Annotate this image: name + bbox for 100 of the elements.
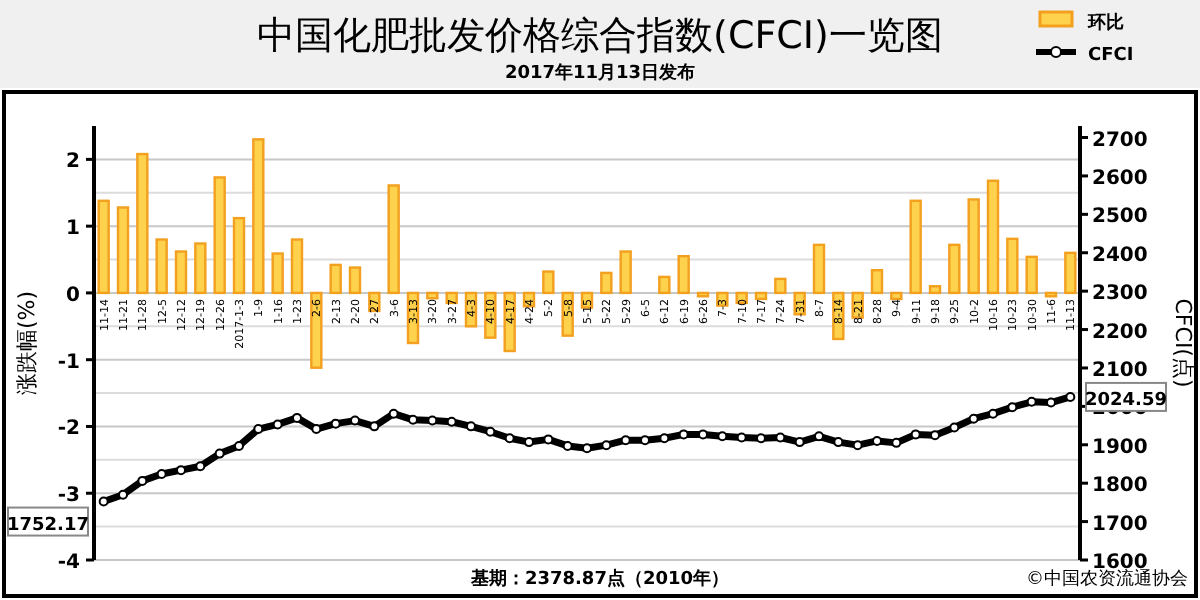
point [852,440,863,451]
y2-tick-label: 1900 [1092,436,1148,459]
y-tick-label: -3 [57,485,81,508]
point [620,435,631,446]
point [1046,397,1056,408]
bar [812,243,826,295]
point [930,430,940,441]
bar [503,291,516,353]
bar [310,291,323,369]
point [659,433,670,444]
bar [232,216,246,295]
y2-tick-label: 2200 [1092,321,1148,344]
bar [329,263,342,295]
y2-tick-label: 2700 [1092,129,1148,152]
y-axis-title: 涨跌幅(%) [14,290,40,396]
bar [1064,251,1077,295]
point [195,461,206,472]
point [794,437,805,448]
point [543,434,554,445]
y2-tick-label: 2100 [1092,359,1148,382]
point [176,465,186,476]
point [988,408,998,419]
point [214,448,225,459]
bar [754,291,768,301]
y-tick-label: 2 [66,151,81,174]
point [156,468,167,479]
point [466,421,476,432]
point [388,408,399,419]
data-label: 1752.17 [7,515,89,536]
bar [658,275,671,295]
bar [174,250,188,295]
point [582,443,592,454]
point [1065,391,1076,402]
bar [948,243,961,295]
bar [426,291,439,300]
point [504,433,515,444]
bar [619,250,632,295]
legend-label: CFCI [1088,46,1134,66]
point [1026,396,1037,407]
bar [213,176,226,295]
y-tick-label: -4 [57,552,81,574]
y-tick-label: -2 [57,418,81,441]
point [118,489,128,500]
point [872,435,882,446]
y2-tick-label: 2500 [1092,206,1148,229]
bar [97,199,110,295]
bar [116,206,130,295]
point [350,415,360,426]
chart-title: 中国化肥批发价格综合指数(CFCI)一览图 [257,14,943,58]
point [292,412,302,423]
point [833,437,844,448]
bar [967,198,980,295]
bar [136,152,149,295]
bar [1006,237,1019,295]
bar [194,242,207,295]
y2-tick-label: 1800 [1092,475,1148,498]
bar [542,270,555,295]
bar [677,255,690,295]
legend-label: 环比 [1086,12,1124,34]
bar [986,179,1000,295]
y2-tick-label: 2600 [1092,167,1148,190]
point [330,418,341,429]
point [137,475,148,486]
point [234,440,244,451]
y-tick-label: -1 [57,351,81,374]
bar [155,238,168,295]
point [427,415,438,426]
point [311,424,322,435]
bar [774,277,787,295]
point [601,440,612,451]
point [253,424,264,435]
point [814,431,824,442]
chart-subtitle: 2017年11月13日发布 [504,62,696,84]
text: ©中国农资流通协会 [1026,568,1188,590]
y2-tick-label: 2300 [1092,283,1148,306]
point [640,435,650,446]
y2-tick-label: 1700 [1092,513,1148,536]
y-tick-label: 1 [66,218,81,241]
point [678,429,689,440]
point [369,421,380,432]
point [891,437,902,448]
point [98,496,109,507]
data-label: 2024.59 [1085,390,1167,411]
bar [909,199,922,295]
point [562,440,573,451]
bar [348,266,362,295]
bar [928,285,942,295]
point [524,437,534,448]
point [698,429,708,440]
bar [252,138,265,295]
y2-axis-title: CFCI(点) [1170,298,1196,388]
bar [870,269,884,295]
point [736,432,747,443]
bar [290,238,304,295]
bar [890,291,903,301]
point [1007,402,1018,413]
bar [600,271,613,295]
point [910,429,921,440]
point [408,414,418,425]
point [756,433,766,444]
